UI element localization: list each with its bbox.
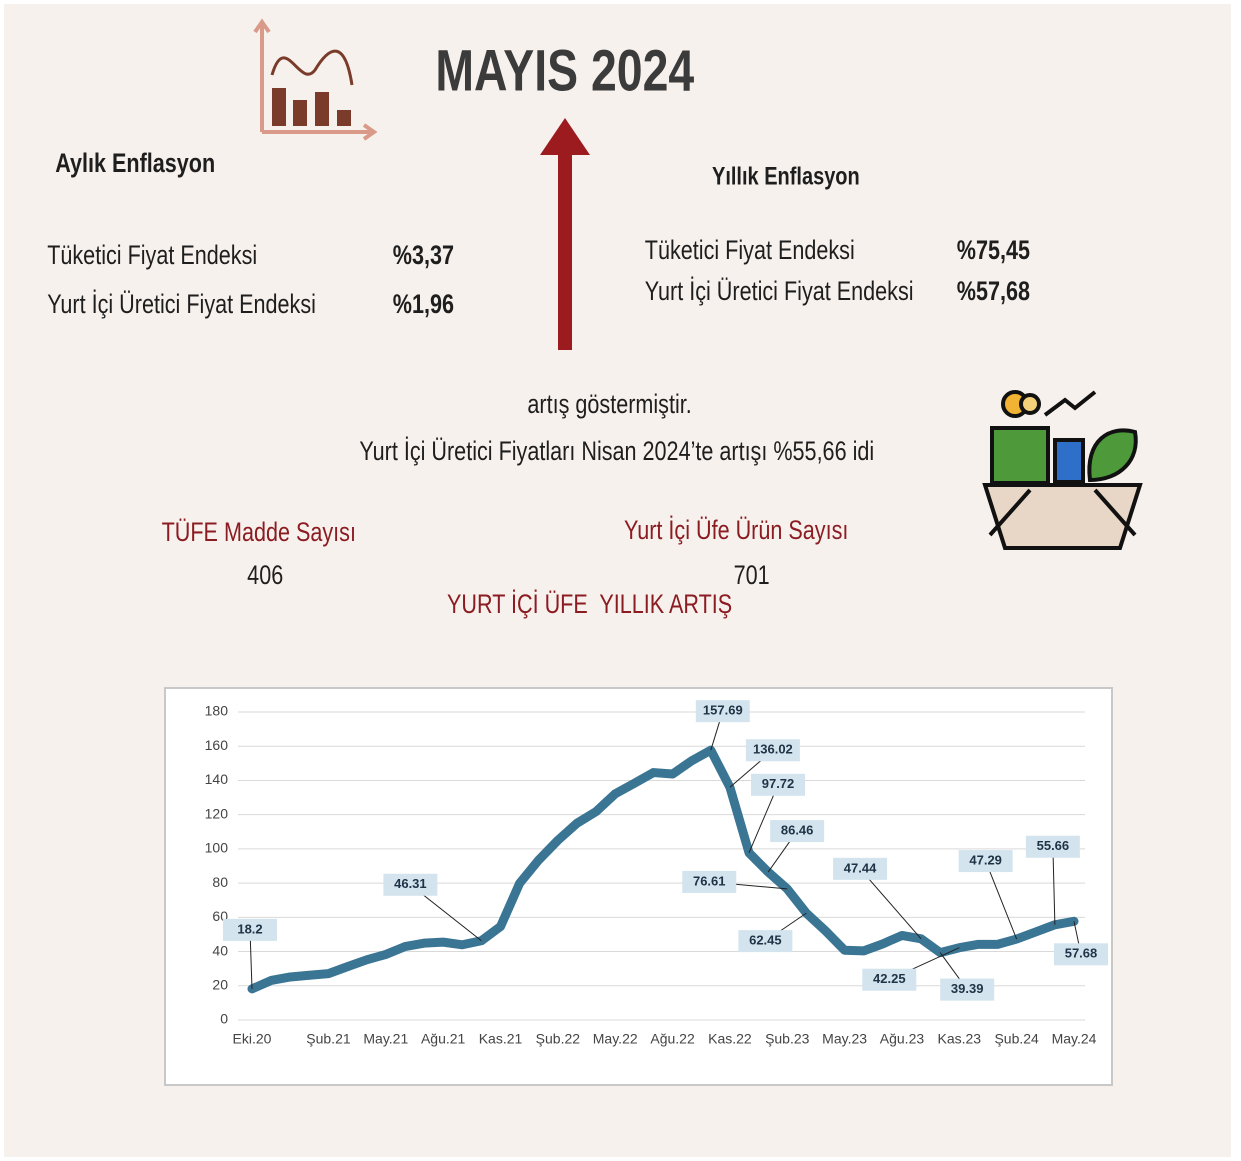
data-label-box bbox=[1025, 835, 1080, 858]
row-label: Tüketici Fiyat Endeksi bbox=[47, 241, 257, 271]
x-tick-label: Kas.22 bbox=[708, 1031, 752, 1047]
data-label-box bbox=[940, 978, 995, 1001]
data-label-box bbox=[770, 820, 825, 843]
data-label: 46.31 bbox=[394, 876, 427, 891]
y-tick-label: 140 bbox=[205, 771, 229, 787]
y-tick-label: 80 bbox=[212, 874, 228, 890]
y-tick-label: 0 bbox=[220, 1011, 228, 1027]
note: Yurt İçi Üretici Fiyatları Nisan 2024’te… bbox=[359, 437, 874, 467]
count-label: Yurt İçi Üfe Ürün Sayısı bbox=[624, 516, 848, 546]
line-series bbox=[247, 745, 1079, 994]
count-label: TÜFE Madde Sayısı bbox=[162, 518, 356, 548]
row-label: Tüketici Fiyat Endeksi bbox=[645, 236, 855, 266]
up-arrow bbox=[540, 118, 590, 350]
data-label: 57.68 bbox=[1065, 946, 1098, 961]
x-tick-label: Ağu.21 bbox=[421, 1031, 466, 1047]
x-tick-label: Ağu.23 bbox=[880, 1031, 925, 1047]
data-label-box bbox=[862, 968, 917, 991]
row-value: %1,96 bbox=[393, 290, 454, 320]
data-label-box bbox=[695, 700, 750, 723]
x-tick-label: Eki.20 bbox=[233, 1031, 272, 1047]
leader-line bbox=[1052, 846, 1056, 925]
x-tick-label: Şub.22 bbox=[536, 1031, 581, 1047]
note: artış göstermiştir. bbox=[527, 390, 691, 420]
data-label-box bbox=[223, 918, 277, 941]
row-label: Yurt İçi Üretici Fiyat Endeksi bbox=[47, 290, 316, 320]
row-value: %57,68 bbox=[957, 277, 1030, 307]
data-label: 76.61 bbox=[693, 873, 726, 888]
x-tick-label: Şub.21 bbox=[306, 1031, 351, 1047]
section-title: Yıllık Enflasyon bbox=[712, 163, 860, 191]
x-tick-label: May.21 bbox=[363, 1031, 408, 1047]
text-block: MAYIS 2024 Aylık Enflasyon Yıllık Enflas… bbox=[47, 38, 1030, 619]
x-tick-label: Kas.23 bbox=[938, 1031, 982, 1047]
data-label-box bbox=[1054, 943, 1108, 966]
y-tick-label: 100 bbox=[205, 840, 229, 856]
x-tick-label: Kas.21 bbox=[479, 1031, 523, 1047]
y-tick-label: 40 bbox=[212, 942, 228, 958]
data-label: 39.39 bbox=[951, 981, 984, 996]
x-tick-label: Şub.24 bbox=[994, 1031, 1039, 1047]
data-label-box bbox=[833, 857, 888, 880]
x-tick-label: Şub.23 bbox=[765, 1031, 810, 1047]
data-label: 47.29 bbox=[969, 853, 1002, 868]
data-label-box bbox=[738, 930, 793, 953]
data-label: 86.46 bbox=[781, 822, 814, 837]
y-tick-label: 20 bbox=[212, 976, 228, 992]
data-label-box bbox=[383, 873, 438, 896]
page-title: MAYIS 2024 bbox=[435, 38, 694, 103]
count-value: 406 bbox=[247, 561, 283, 591]
basket-icon bbox=[982, 390, 1143, 550]
data-label-box bbox=[682, 870, 737, 893]
data-label: 18.2 bbox=[237, 921, 262, 936]
leader-line bbox=[748, 784, 779, 853]
row-value: %75,45 bbox=[957, 236, 1030, 266]
leader-line bbox=[985, 860, 1018, 940]
data-label: 55.66 bbox=[1037, 838, 1070, 853]
data-label-box bbox=[751, 773, 806, 796]
data-label-box bbox=[745, 739, 800, 762]
y-tick-label: 160 bbox=[205, 737, 229, 753]
section-title: Aylık Enflasyon bbox=[55, 149, 215, 179]
x-tick-label: May.22 bbox=[593, 1031, 638, 1047]
chart-frame bbox=[164, 687, 1113, 1086]
data-label: 42.25 bbox=[873, 971, 906, 986]
x-tick-label: Ağu.22 bbox=[650, 1031, 695, 1047]
data-label: 62.45 bbox=[749, 933, 782, 948]
data-label: 97.72 bbox=[762, 776, 795, 791]
data-label: 136.02 bbox=[753, 742, 793, 757]
chart-title: YURT İÇİ ÜFE YILLIK ARTIŞ bbox=[447, 590, 732, 620]
y-tick-label: 120 bbox=[205, 805, 229, 821]
row-label: Yurt İçi Üretici Fiyat Endeksi bbox=[645, 277, 914, 307]
count-value: 701 bbox=[734, 561, 770, 591]
leader-line bbox=[859, 868, 922, 940]
x-tick-label: May.23 bbox=[822, 1031, 867, 1047]
row-value: %3,37 bbox=[393, 241, 454, 271]
data-label: 157.69 bbox=[703, 703, 743, 718]
x-tick-label: May.24 bbox=[1052, 1031, 1097, 1047]
data-label-box bbox=[958, 850, 1013, 873]
y-tick-label: 180 bbox=[205, 703, 229, 719]
chart-icon bbox=[253, 18, 378, 141]
data-label: 47.44 bbox=[844, 860, 877, 875]
